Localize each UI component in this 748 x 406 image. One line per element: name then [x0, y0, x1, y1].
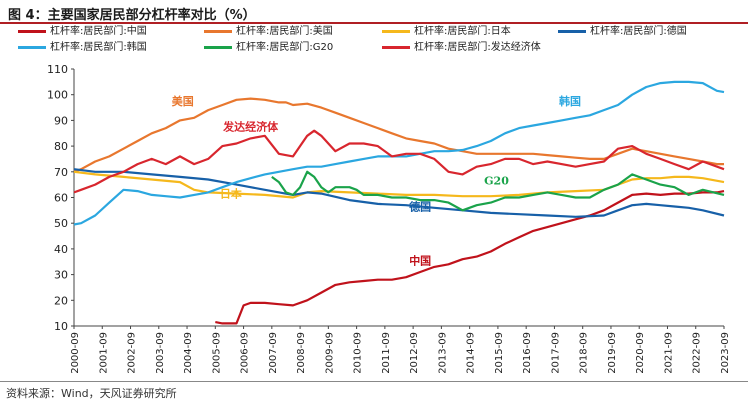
- legend-label: 杠杆率:居民部门:日本: [414, 26, 511, 37]
- legend-item: 杠杆率:居民部门:德国: [558, 25, 687, 39]
- series-line-3: [73, 168, 725, 218]
- legend-swatch: [204, 45, 232, 49]
- series-line-0: [215, 190, 725, 325]
- y-tick-label: 10: [54, 320, 68, 333]
- series-annotation: 德国: [408, 199, 431, 213]
- x-tick-label: 2006-09: [240, 332, 251, 374]
- y-tick-label: 30: [54, 269, 68, 282]
- x-tick-label: 2004-09: [183, 332, 194, 374]
- x-tick-label: 2002-09: [127, 332, 138, 374]
- legend-swatch: [18, 45, 46, 49]
- x-tick-label: 2021-09: [663, 332, 674, 374]
- x-tick-label: 2012-09: [409, 332, 420, 374]
- x-tick-label: 2017-09: [550, 332, 561, 374]
- series-annotation: G20: [484, 175, 509, 188]
- y-tick-label: 70: [54, 166, 68, 179]
- series-annotation: 发达经济体: [222, 120, 279, 134]
- series-annotation: 美国: [172, 94, 194, 108]
- x-tick-label: 2009-09: [324, 332, 335, 374]
- series-annotation: 中国: [409, 253, 431, 267]
- source-note: 资料来源：Wind，天风证券研究所: [6, 387, 177, 400]
- x-tick-label: 2013-09: [437, 332, 448, 374]
- x-tick-label: 2015-09: [494, 332, 505, 374]
- x-tick-label: 2016-09: [522, 332, 533, 374]
- x-tick-label: 2005-09: [211, 332, 222, 374]
- x-tick-label: 2008-09: [296, 332, 307, 374]
- legend-label: 杠杆率:居民部门:G20: [236, 42, 334, 53]
- legend-item: 杠杆率:居民部门:日本: [382, 25, 511, 39]
- legend-swatch: [18, 29, 46, 33]
- legend-label: 杠杆率:居民部门:韩国: [50, 42, 147, 53]
- x-tick-label: 2007-09: [268, 332, 279, 374]
- y-tick-label: 20: [54, 294, 68, 307]
- y-tick-label: 110: [47, 63, 68, 76]
- series-line-5: [271, 170, 725, 212]
- x-tick-label: 2011-09: [381, 332, 392, 374]
- x-tick-label: 2014-09: [466, 332, 477, 374]
- series-annotation: 韩国: [559, 94, 581, 108]
- y-tick-label: 80: [54, 140, 68, 153]
- legend-label: 杠杆率:居民部门:德国: [590, 26, 687, 37]
- legend-item: 杠杆率:居民部门:G20: [204, 41, 333, 55]
- series-annotation: 日本: [220, 187, 242, 201]
- legend-swatch: [558, 29, 586, 33]
- legend-item: 杠杆率:居民部门:中国: [18, 25, 147, 39]
- series-line-6: [73, 129, 725, 194]
- legend-label: 杠杆率:居民部门:中国: [50, 26, 147, 37]
- bottom-rule: [0, 381, 748, 382]
- y-tick-label: 40: [54, 243, 68, 256]
- legend-swatch: [382, 45, 410, 49]
- series-line-2: [73, 170, 725, 199]
- y-tick-label: 50: [54, 217, 68, 230]
- legend-swatch: [382, 29, 410, 33]
- chart-title: 图 4：主要国家居民部分杠杆率对比（%）: [8, 8, 256, 23]
- x-tick-label: 2001-09: [98, 332, 109, 374]
- x-tick-label: 2020-09: [635, 332, 646, 374]
- legend-label: 杠杆率:居民部门:发达经济体: [414, 42, 541, 53]
- title-rule: [0, 22, 748, 24]
- y-tick-label: 60: [54, 192, 68, 205]
- x-tick-label: 2003-09: [155, 332, 166, 374]
- y-tick-label: 90: [54, 114, 68, 127]
- x-tick-label: 2023-09: [720, 332, 731, 374]
- legend-label: 杠杆率:居民部门:美国: [236, 26, 333, 37]
- x-tick-label: 2022-09: [692, 332, 703, 374]
- x-tick-label: 2010-09: [353, 332, 364, 374]
- legend-item: 杠杆率:居民部门:韩国: [18, 41, 147, 55]
- series-line-1: [73, 97, 724, 173]
- series-line-4: [73, 80, 725, 226]
- y-tick-label: 100: [47, 89, 68, 102]
- legend-item: 杠杆率:居民部门:发达经济体: [382, 41, 541, 55]
- legend-item: 杠杆率:居民部门:美国: [204, 25, 333, 39]
- x-tick-label: 2019-09: [607, 332, 618, 374]
- x-tick-label: 2018-09: [579, 332, 590, 374]
- x-tick-label: 2000-09: [70, 332, 81, 374]
- legend-swatch: [204, 29, 232, 33]
